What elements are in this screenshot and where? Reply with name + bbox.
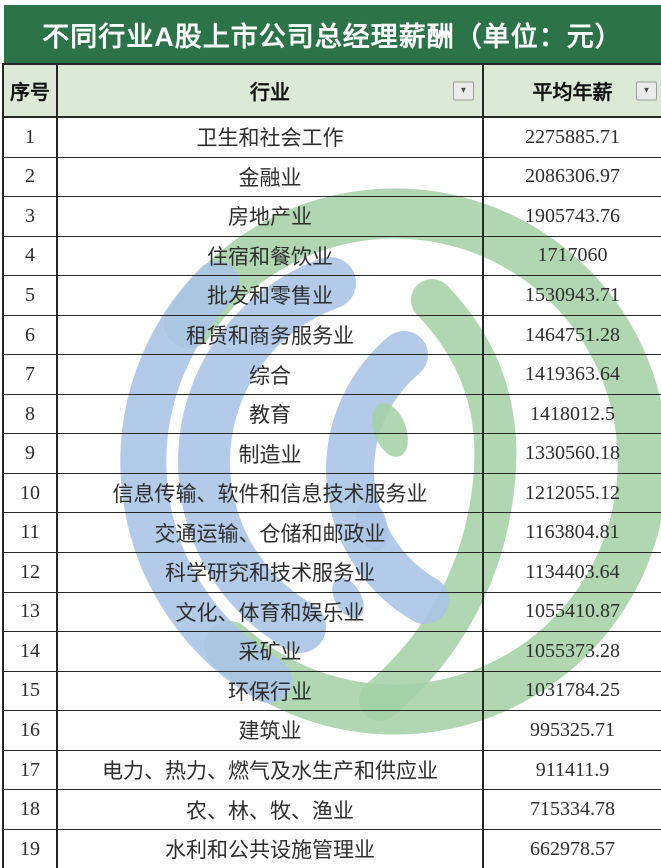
table-row: 12 科学研究和技术服务业 1134403.64 xyxy=(4,553,661,593)
row-index-cell: 16 xyxy=(4,711,58,751)
table-row: 11 交通运输、仓储和邮政业 1163804.81 xyxy=(4,513,661,554)
filter-dropdown-icon: ▼ xyxy=(642,85,651,95)
table-row: 14 采矿业 1055373.28 xyxy=(4,632,661,672)
header-cell-industry: 行业 ▼ xyxy=(58,65,484,116)
table-row: 7 综合 1419363.64 xyxy=(4,355,661,395)
table-row: 19 水利和公共设施管理业 662978.57 xyxy=(4,829,661,868)
row-index-cell: 17 xyxy=(4,750,58,791)
row-salary-cell: 1031784.25 xyxy=(484,672,661,712)
table-row: 13 文化、体育和娱乐业 1055410.87 xyxy=(4,592,661,633)
row-index-cell: 10 xyxy=(4,473,58,514)
row-index-cell: 3 xyxy=(4,197,58,237)
header-label-index: 序号 xyxy=(10,82,50,104)
row-salary-cell: 1134403.64 xyxy=(484,553,661,593)
row-index-cell: 6 xyxy=(4,315,58,356)
row-salary-cell: 1419363.64 xyxy=(484,355,661,395)
row-industry-cell: 环保行业 xyxy=(58,671,484,712)
row-salary-cell: 1055373.28 xyxy=(484,632,661,672)
row-salary-cell: 1330560.18 xyxy=(484,434,661,474)
table-row: 15 环保行业 1031784.25 xyxy=(4,671,661,712)
table-row: 8 教育 1418012.5 xyxy=(4,394,661,435)
row-index-cell: 14 xyxy=(4,632,58,672)
table-row: 4 住宿和餐饮业 1717060 xyxy=(4,236,661,277)
row-industry-cell: 电力、热力、燃气及水生产和供应业 xyxy=(58,750,484,791)
row-salary-cell: 1055410.87 xyxy=(484,593,661,633)
row-salary-cell: 2086306.97 xyxy=(484,158,661,198)
row-index-cell: 19 xyxy=(4,829,58,868)
row-industry-cell: 农、林、牧、渔业 xyxy=(58,790,484,830)
row-salary-cell: 662978.57 xyxy=(484,830,661,868)
row-salary-cell: 715334.78 xyxy=(484,790,661,830)
header-cell-salary: 平均年薪 ▼ xyxy=(484,65,661,116)
row-salary-cell: 995325.71 xyxy=(484,711,661,751)
row-industry-cell: 水利和公共设施管理业 xyxy=(58,829,484,868)
table-row: 3 房地产业 1905743.76 xyxy=(4,197,661,237)
salary-table: 序号 行业 ▼ 平均年薪 ▼ 1 卫生和社会工作 2275885.71 2 金融… xyxy=(2,63,661,868)
row-index-cell: 9 xyxy=(4,434,58,474)
row-industry-cell: 卫生和社会工作 xyxy=(58,118,484,158)
row-industry-cell: 综合 xyxy=(58,355,484,395)
row-industry-cell: 交通运输、仓储和邮政业 xyxy=(58,513,484,554)
row-industry-cell: 建筑业 xyxy=(58,711,484,751)
row-industry-cell: 教育 xyxy=(58,394,484,435)
row-index-cell: 2 xyxy=(4,157,58,198)
industry-filter-button[interactable]: ▼ xyxy=(453,81,474,100)
header-label-salary: 平均年薪 xyxy=(532,82,613,104)
table-body: 1 卫生和社会工作 2275885.71 2 金融业 2086306.97 3 … xyxy=(4,118,661,868)
row-index-cell: 8 xyxy=(4,394,58,435)
row-index-cell: 1 xyxy=(4,118,58,158)
row-index-cell: 15 xyxy=(4,671,58,712)
salary-filter-button[interactable]: ▼ xyxy=(636,81,657,100)
table-row: 6 租赁和商务服务业 1464751.28 xyxy=(4,315,661,356)
header-cell-index: 序号 xyxy=(4,65,58,116)
row-salary-cell: 2275885.71 xyxy=(484,118,661,158)
row-salary-cell: 1212055.12 xyxy=(484,474,661,514)
row-industry-cell: 租赁和商务服务业 xyxy=(58,315,484,356)
table-row: 17 电力、热力、燃气及水生产和供应业 911411.9 xyxy=(4,750,661,791)
row-industry-cell: 科学研究和技术服务业 xyxy=(58,553,484,593)
row-index-cell: 5 xyxy=(4,276,58,316)
filter-dropdown-icon: ▼ xyxy=(459,85,468,95)
row-index-cell: 12 xyxy=(4,553,58,593)
row-industry-cell: 文化、体育和娱乐业 xyxy=(58,592,484,633)
row-industry-cell: 批发和零售业 xyxy=(58,276,484,316)
row-industry-cell: 信息传输、软件和信息技术服务业 xyxy=(58,473,484,514)
row-industry-cell: 房地产业 xyxy=(58,197,484,237)
table-row: 9 制造业 1330560.18 xyxy=(4,434,661,474)
row-industry-cell: 金融业 xyxy=(58,157,484,198)
row-salary-cell: 1905743.76 xyxy=(484,197,661,237)
row-salary-cell: 1717060 xyxy=(484,237,661,277)
row-index-cell: 13 xyxy=(4,592,58,633)
row-index-cell: 18 xyxy=(4,790,58,830)
table-row: 18 农、林、牧、渔业 715334.78 xyxy=(4,790,661,830)
row-industry-cell: 采矿业 xyxy=(58,632,484,672)
row-index-cell: 11 xyxy=(4,513,58,554)
row-salary-cell: 1163804.81 xyxy=(484,513,661,554)
table-row: 5 批发和零售业 1530943.71 xyxy=(4,276,661,316)
row-salary-cell: 1530943.71 xyxy=(484,276,661,316)
row-index-cell: 4 xyxy=(4,236,58,277)
row-industry-cell: 制造业 xyxy=(58,434,484,474)
header-label-industry: 行业 xyxy=(250,82,290,104)
row-index-cell: 7 xyxy=(4,355,58,395)
table-row: 1 卫生和社会工作 2275885.71 xyxy=(4,118,661,158)
table-row: 2 金融业 2086306.97 xyxy=(4,157,661,198)
table-header-row: 序号 行业 ▼ 平均年薪 ▼ xyxy=(4,65,661,118)
table-row: 10 信息传输、软件和信息技术服务业 1212055.12 xyxy=(4,473,661,514)
row-salary-cell: 1464751.28 xyxy=(484,316,661,356)
table-row: 16 建筑业 995325.71 xyxy=(4,711,661,751)
title-banner: 不同行业A股上市公司总经理薪酬（单位：元） xyxy=(4,5,661,63)
row-salary-cell: 911411.9 xyxy=(484,751,661,791)
page-title: 不同行业A股上市公司总经理薪酬（单位：元） xyxy=(42,21,623,52)
row-industry-cell: 住宿和餐饮业 xyxy=(58,236,484,277)
row-salary-cell: 1418012.5 xyxy=(484,395,661,435)
